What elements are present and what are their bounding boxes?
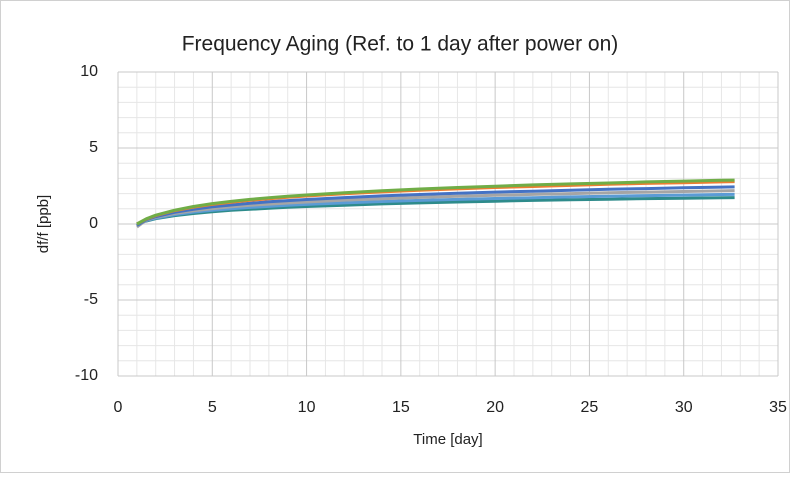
x-tick-label: 10 <box>298 399 316 416</box>
x-tick-label: 0 <box>114 399 123 416</box>
chart-title: Frequency Aging (Ref. to 1 day after pow… <box>182 33 619 56</box>
x-tick-label: 20 <box>486 399 504 416</box>
x-axis-label: Time [day] <box>413 431 482 448</box>
series-line <box>136 178 735 226</box>
x-tick-label: 25 <box>581 399 599 416</box>
y-tick-label: -5 <box>84 291 98 308</box>
x-tick-label: 35 <box>769 399 787 416</box>
y-tick-label: -10 <box>75 367 98 384</box>
x-tick-label: 5 <box>208 399 217 416</box>
x-tick-label: 30 <box>675 399 693 416</box>
x-tick-label: 15 <box>392 399 410 416</box>
y-tick-label: 5 <box>89 139 98 156</box>
y-tick-label: 0 <box>89 215 98 232</box>
y-axis-label: df/f [ppb] <box>35 195 52 253</box>
y-tick-label: 10 <box>80 63 98 80</box>
series-line <box>136 185 735 227</box>
